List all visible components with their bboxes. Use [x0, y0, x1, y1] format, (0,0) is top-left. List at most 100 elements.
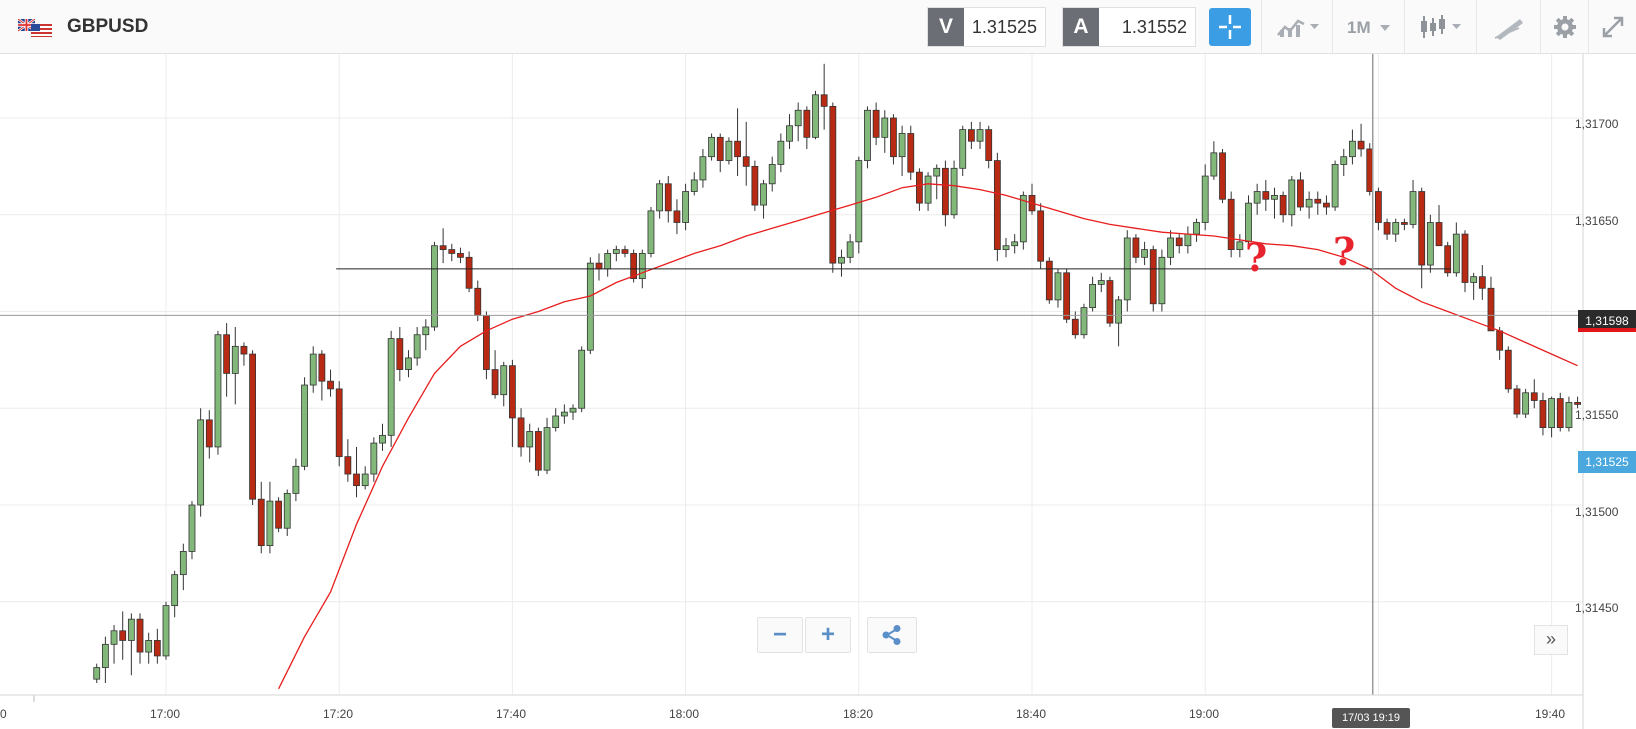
candle [309, 346, 317, 393]
candle [916, 168, 923, 211]
bearish-candle-body [751, 165, 759, 206]
settings-button[interactable] [1540, 0, 1588, 54]
scroll-to-end-button[interactable]: » [1534, 625, 1568, 655]
bearish-candle-body [1496, 330, 1504, 351]
bullish-candle-body [786, 125, 793, 142]
last-price-badge: 1,31525 [1578, 451, 1636, 473]
candle [560, 404, 568, 424]
candle [1470, 272, 1478, 300]
bearish-candle-body [1071, 318, 1079, 336]
bearish-candle-body [1366, 148, 1374, 192]
bearish-candle-body [457, 253, 464, 258]
bearish-candle-body [318, 353, 326, 382]
bullish-candle-body [933, 167, 941, 177]
candle [1487, 276, 1495, 332]
candle [413, 326, 421, 366]
candle [950, 160, 958, 219]
candle [405, 350, 412, 378]
bullish-candle-body [110, 630, 118, 645]
bearish-candle-body [1383, 222, 1391, 235]
bearish-candle-body [1045, 260, 1053, 301]
time-axis-label: 0 [0, 707, 7, 721]
gear-icon [1554, 16, 1576, 38]
bullish-candle-body [569, 407, 577, 413]
price-axis-label: 1,31500 [1575, 505, 1619, 519]
zoom-in-button[interactable]: + [805, 617, 851, 653]
candle [1158, 249, 1166, 312]
candle [1340, 148, 1348, 177]
candle [1132, 234, 1140, 264]
bullish-candle-body [1470, 276, 1478, 283]
candle [1011, 234, 1019, 254]
candle [292, 458, 300, 502]
chevron-down-icon [1380, 25, 1390, 31]
candle [699, 148, 707, 188]
candle [777, 133, 785, 173]
bearish-candle-body [1175, 237, 1183, 247]
time-axis-label: 18:20 [843, 707, 874, 721]
candle [1400, 218, 1408, 231]
bullish-candle-body [1080, 307, 1088, 336]
line-chart-icon [1277, 19, 1319, 37]
candle [864, 106, 871, 169]
candle [734, 108, 741, 177]
bearish-candle-body [967, 129, 975, 142]
bullish-candle-body [1210, 152, 1218, 177]
zoom-controls: − + [757, 617, 917, 655]
bullish-candle-body [1452, 233, 1460, 274]
moving-average-line [278, 183, 1578, 690]
buy-price-button[interactable]: A 1.31552 [1062, 7, 1196, 47]
bullish-candle-body [586, 262, 594, 351]
candle [1028, 183, 1036, 215]
candle [153, 628, 161, 664]
bullish-candle-body [552, 415, 560, 428]
share-button[interactable] [867, 617, 917, 653]
bearish-candle-body [1530, 392, 1538, 401]
bullish-candle-body [379, 434, 386, 444]
price-chart[interactable] [0, 54, 1636, 729]
bearish-candle-body [890, 117, 897, 158]
bullish-candle-body [1201, 175, 1209, 223]
bullish-candle-body [1158, 256, 1166, 305]
bullish-candle-body [1011, 241, 1019, 247]
candle [188, 501, 196, 560]
candle [1323, 195, 1330, 215]
zoom-out-button[interactable]: − [757, 617, 803, 653]
crosshair-button[interactable] [1209, 8, 1251, 46]
bearish-candle-body [630, 253, 638, 280]
bullish-candle-body [846, 241, 854, 258]
candle [716, 133, 724, 173]
candle [708, 133, 715, 161]
bullish-candle-body [1253, 191, 1261, 204]
candle [1574, 396, 1581, 409]
chart-type-button[interactable] [1261, 0, 1332, 54]
candle [483, 311, 490, 380]
bullish-candle-body [1236, 241, 1244, 250]
candle-type-button[interactable] [1404, 0, 1476, 54]
candle [145, 632, 153, 664]
candle [1097, 272, 1105, 293]
bullish-candle-body [560, 411, 568, 417]
candle [1271, 187, 1278, 219]
bullish-candle-body [1115, 299, 1122, 324]
fullscreen-button[interactable] [1588, 0, 1636, 54]
crosshair-icon [1219, 15, 1241, 39]
bearish-candle-body [1227, 198, 1235, 250]
candle [249, 350, 257, 505]
bullish-candle-body [1565, 402, 1573, 429]
candle [1375, 187, 1382, 231]
bearish-candle-body [985, 129, 993, 161]
bullish-candle-body [1522, 392, 1530, 415]
candle [379, 423, 386, 451]
bearish-candle-body [1435, 222, 1443, 247]
candle [1071, 311, 1079, 339]
candle [976, 121, 984, 149]
bearish-candle-body [820, 94, 828, 107]
candle [656, 179, 664, 219]
expand-icon [1602, 16, 1624, 38]
bullish-candle-body [604, 253, 612, 270]
bearish-candle-body [1314, 198, 1322, 204]
sell-price-button[interactable]: V 1.31525 [927, 7, 1046, 47]
timeframe-button[interactable]: 1M [1332, 0, 1404, 54]
drawing-tools-button[interactable] [1476, 0, 1540, 54]
